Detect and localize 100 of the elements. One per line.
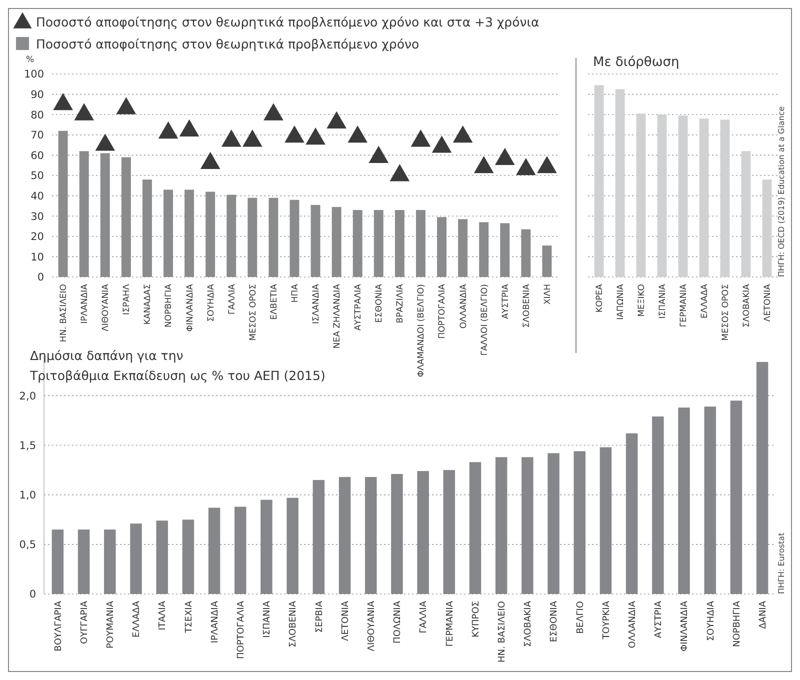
bar bbox=[184, 190, 194, 277]
x-tick-label: ΠΟΛΩΝΙΑ bbox=[393, 600, 404, 644]
y-tick-label: 40 bbox=[30, 190, 44, 202]
x-tick-label: ΙΤΑΛΙΑ bbox=[158, 600, 168, 630]
bar bbox=[720, 120, 730, 277]
bar bbox=[52, 530, 64, 594]
x-tick-label: ΠΟΡΤΟΓΑΛΙΑ bbox=[236, 600, 247, 659]
y-tick-label: 100 bbox=[24, 68, 44, 81]
bar bbox=[417, 471, 429, 594]
x-tick-label: ΑΥΣΤΡΙΑ bbox=[500, 284, 511, 320]
bar bbox=[164, 190, 173, 277]
text: ΠΗΓΗ: Eurostat bbox=[777, 532, 786, 594]
x-tick-label: ΗΝ. ΒΑΣΙΛΕΙΟ bbox=[59, 284, 70, 342]
bar bbox=[678, 116, 688, 277]
y-tick-label: 60 bbox=[30, 150, 44, 162]
x-tick-label: ΝΟΡΒΗΓΙΑ bbox=[164, 284, 174, 328]
bar bbox=[636, 114, 646, 277]
bar bbox=[226, 194, 236, 277]
x-tick-label: ΙΣΛΑΝΔΙΑ bbox=[311, 284, 322, 324]
bar bbox=[678, 408, 690, 594]
bar bbox=[615, 89, 625, 277]
x-tick-label: ΣΛΟΒΕΝΙΑ bbox=[522, 284, 532, 328]
x-tick-label: ΜΕΞΙΚΟ bbox=[636, 284, 647, 317]
bar bbox=[268, 198, 278, 277]
y-tick-label: 20 bbox=[30, 231, 44, 244]
x-tick-label: ΙΑΠΩΝΙΑ bbox=[616, 284, 626, 320]
bar bbox=[741, 151, 751, 277]
bar bbox=[286, 498, 298, 594]
x-tick-label: ΟΛΛΑΝΔΙΑ bbox=[458, 284, 469, 329]
x-tick-label: ΓΑΛΛΟΙ (ΒΕΛΓΙΟ) bbox=[480, 284, 490, 356]
bar bbox=[104, 530, 116, 594]
bar bbox=[416, 210, 426, 277]
bar bbox=[495, 457, 508, 594]
bar bbox=[312, 480, 325, 594]
x-tick-label: ΓΑΛΛΙΑ bbox=[419, 600, 430, 634]
x-tick-label: ΕΣΘΟΝΙΑ bbox=[550, 600, 560, 642]
bar bbox=[364, 476, 377, 594]
bar bbox=[206, 192, 216, 277]
bar bbox=[79, 151, 89, 277]
x-tick-label: ΗΝ. ΒΑΣΙΛΕΙΟ bbox=[497, 601, 508, 662]
x-tick-label: ΓΕΡΜΑΝΙΑ bbox=[678, 284, 689, 328]
x-tick-label: ΕΛΒΕΤΙΑ bbox=[269, 284, 280, 320]
bar bbox=[121, 157, 131, 277]
legend-label: Ποσοστό αποφοίτησης στον θεωρητικά προβλεπόμενο χρόνο και στα +3 χρόνια bbox=[36, 14, 540, 30]
x-tick-label: ΔΑΝΙΑ bbox=[758, 600, 768, 629]
x-tick-label: ΠΟΡΤΟΓΑΛΙΑ bbox=[438, 284, 448, 339]
x-tick-label: ΣΕΡΒΙΑ bbox=[314, 600, 325, 633]
y-tick-label: 0 bbox=[37, 272, 44, 284]
bar bbox=[437, 217, 446, 277]
x-tick-label: ΓΕΡΜΑΝΙΑ bbox=[445, 600, 456, 647]
bar bbox=[332, 206, 342, 277]
x-tick-label: ΛΕΤΟΝΙΑ bbox=[340, 600, 351, 641]
bar bbox=[500, 223, 510, 277]
bar bbox=[310, 204, 320, 277]
y-tick-label: 0,5 bbox=[19, 539, 36, 552]
y-tick-label: 90 bbox=[30, 88, 44, 101]
x-tick-label: ΣΟΥΗΔΙΑ bbox=[206, 284, 216, 322]
x-tick-label: ΟΛΛΑΝΔΙΑ bbox=[628, 600, 638, 648]
bar bbox=[100, 153, 110, 277]
bar bbox=[142, 180, 152, 277]
x-tick-label: ΝΟΡΒΗΓΙΑ bbox=[732, 600, 742, 648]
y-tick-label: 30 bbox=[30, 210, 44, 223]
x-tick-label: ΦΙΝΛΑΝΔΙΑ bbox=[680, 600, 690, 652]
bar bbox=[443, 470, 456, 594]
x-tick-label: ΡΟΥΜΑΝΙΑ bbox=[106, 600, 116, 648]
chart-title: Με διόρθωση bbox=[593, 55, 680, 70]
x-tick-label: ΒΕΛΓΙΟ bbox=[576, 601, 586, 634]
x-tick-label: ΣΛΟΒΑΚΙΑ bbox=[742, 284, 752, 328]
x-tick-label: ΦΛΑΜΑΝΔΟΙ (ΒΕΛΓΙΟ) bbox=[416, 284, 427, 378]
x-tick-label: ΙΡΛΑΝΔΙΑ bbox=[210, 600, 220, 644]
y-tick-label: 50 bbox=[30, 170, 44, 182]
x-tick-label: ΙΣΠΑΝΙΑ bbox=[262, 600, 273, 638]
bar bbox=[652, 416, 664, 594]
bar bbox=[260, 500, 272, 594]
y-tick-label: 1,0 bbox=[19, 490, 36, 502]
x-tick-label: ΚΑΝΑΔΑΣ bbox=[143, 284, 154, 325]
bar bbox=[522, 457, 534, 594]
bar bbox=[600, 447, 612, 594]
bar bbox=[248, 198, 258, 277]
bar bbox=[394, 210, 404, 277]
x-tick-label: ΙΣΠΑΝΙΑ bbox=[658, 284, 668, 319]
bar bbox=[657, 114, 667, 277]
bar bbox=[391, 474, 403, 594]
x-tick-label: ΓΑΛΛΙΑ bbox=[227, 284, 238, 315]
bar bbox=[542, 246, 552, 277]
x-tick-label: ΙΣΡΑΗΛ bbox=[122, 284, 132, 316]
x-tick-label: ΧΙΛΗ bbox=[542, 284, 553, 305]
x-tick-label: ΙΡΛΑΝΔΙΑ bbox=[80, 284, 90, 324]
x-tick-label: ΛΕΤΟΝΙΑ bbox=[762, 284, 773, 322]
bar bbox=[234, 506, 246, 594]
bar bbox=[548, 453, 560, 594]
x-tick-label: ΤΟΥΡΚΙΑ bbox=[602, 600, 612, 640]
x-tick-label: ΦΙΝΛΑΝΔΙΑ bbox=[185, 284, 196, 332]
x-tick-label: ΜΕΣΟΣ ΟΡΟΣ bbox=[720, 284, 731, 341]
bar bbox=[626, 433, 638, 594]
bar bbox=[338, 476, 351, 594]
bar bbox=[479, 222, 489, 277]
bar bbox=[78, 530, 90, 594]
x-tick-label: ΕΛΛΑΔΑ bbox=[700, 284, 710, 318]
bar bbox=[469, 462, 482, 594]
